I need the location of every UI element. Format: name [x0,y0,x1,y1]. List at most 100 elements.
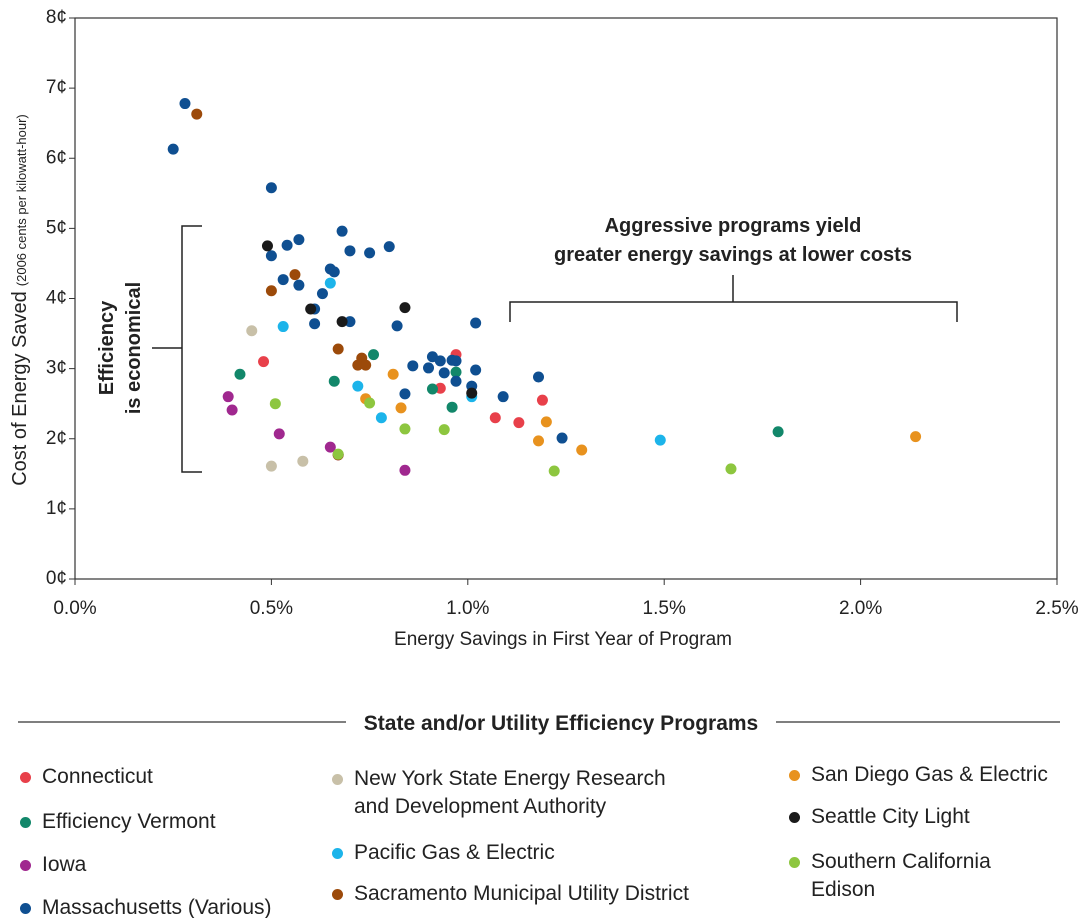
x-tick-label: 2.5% [1035,598,1078,619]
point [234,368,246,380]
legend-swatch [20,903,31,914]
bracket [152,225,202,473]
legend-label: San Diego Gas & Electric [811,763,1048,786]
point [258,356,270,368]
point [293,234,305,246]
legend-item: Pacific Gas & Electric [332,839,754,867]
point [399,464,411,476]
point [368,349,380,361]
point [364,397,376,409]
legend-item: Sacramento Municipal Utility District [332,880,774,908]
point [332,448,344,460]
point [328,266,340,278]
point [497,391,509,403]
point [191,108,203,120]
point [328,375,340,387]
x-tick-label: 1.0% [446,598,489,619]
y-tick-label: 3¢ [46,358,67,379]
legend-item: Massachusetts (Various) [20,894,342,918]
point [265,460,277,472]
point [277,321,289,333]
legend-swatch [332,774,343,785]
legend-title: State and/or Utility Efficiency Programs [364,712,758,735]
point [375,412,387,424]
point [725,463,737,475]
legend-item: Southern California Edison [789,848,1041,904]
point [446,401,458,413]
point [423,362,435,374]
point [179,98,191,110]
point [399,423,411,435]
legend-item: Efficiency Vermont [20,808,342,836]
point [344,245,356,257]
point [533,371,545,383]
x-tick-label: 1.5% [643,598,686,619]
point [316,288,328,300]
point [450,366,462,378]
legend-item: New York State Energy Research and Devel… [332,765,694,821]
point [305,303,317,315]
y-tick-label: 6¢ [46,147,67,168]
point [297,455,309,467]
plot-frame [74,17,1058,580]
annotation: Aggressive programs yield [605,215,862,237]
point [434,382,446,394]
legend-swatch [20,817,31,828]
legend-swatch [20,860,31,871]
point [352,380,364,392]
annotation: Efficiency [96,300,118,395]
y-axis-label: Cost of Energy Saved (2006 cents per kilo… [9,114,31,486]
point [489,412,501,424]
point [273,428,285,440]
point [910,431,922,443]
legend-item: San Diego Gas & Electric [789,761,1084,789]
point [450,355,462,367]
point [265,250,277,262]
point [395,402,407,414]
point [654,434,666,446]
point [344,316,356,328]
legend-item: Seattle City Light [789,803,1084,831]
y-tick-label: 4¢ [46,288,67,309]
point [466,387,478,399]
point [261,240,273,252]
point [324,441,336,453]
point [167,143,179,155]
legend-label: Southern California Edison [811,850,991,901]
y-tick-label: 2¢ [46,428,67,449]
legend-label: Pacific Gas & Electric [354,841,555,864]
point [309,318,321,330]
point [226,404,238,416]
legend-swatch [789,812,800,823]
point [536,394,548,406]
legend-label: Iowa [42,853,87,876]
x-tick-label: 0.0% [53,598,96,619]
legend-item: Iowa [20,851,342,879]
point [438,367,450,379]
point [387,368,399,380]
point [269,398,281,410]
legend-label: Seattle City Light [811,805,970,828]
point [277,274,289,286]
legend-item: Connecticut [20,763,342,791]
point [576,444,588,456]
legend-label: New York State Energy Research and Devel… [354,767,666,818]
point [222,391,234,403]
y-tick-label: 7¢ [46,77,67,98]
point [556,432,568,444]
annotation: greater energy savings at lower costs [554,244,912,266]
point [426,383,438,395]
x-tick-label: 0.5% [250,598,293,619]
legend-label: Sacramento Municipal Utility District [354,882,689,905]
legend-swatch [332,889,343,900]
point [332,343,344,355]
point [399,302,411,314]
point [265,182,277,194]
point [383,241,395,253]
point [336,225,348,237]
point [533,435,545,447]
y-axis-title: Cost of Energy Saved [9,291,31,486]
point [470,364,482,376]
annotation: is economical [123,282,145,414]
